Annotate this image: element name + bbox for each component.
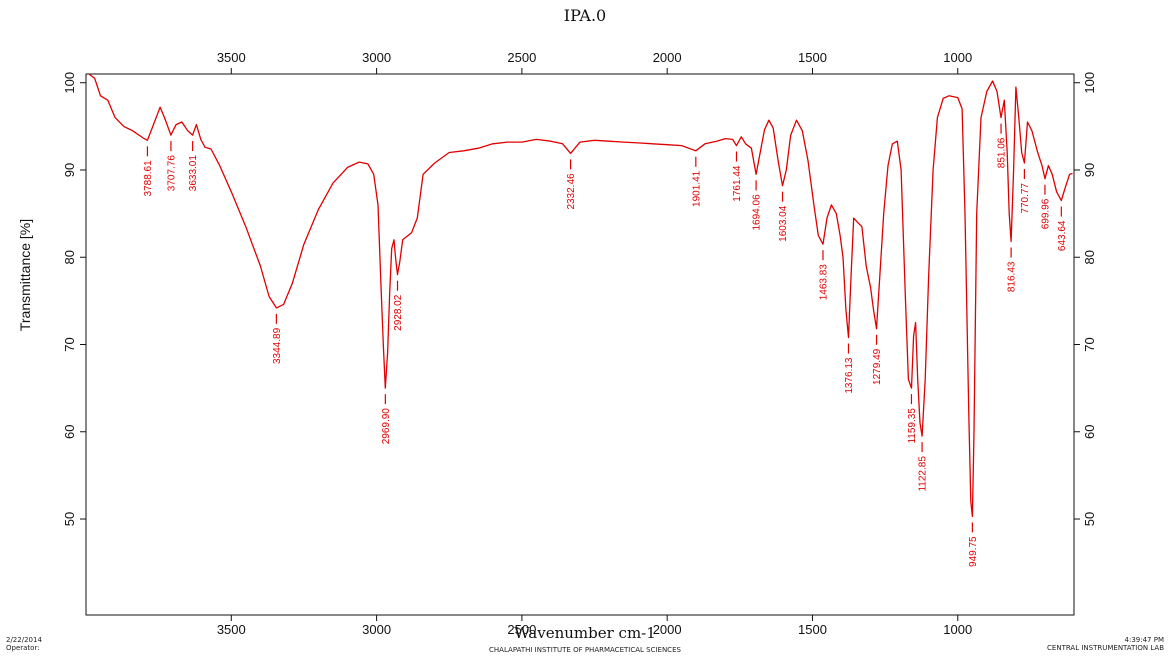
x-tick-label-bottom: 2000 bbox=[653, 622, 682, 637]
peak-label: 3344.89 bbox=[272, 327, 283, 364]
footer-operator: Operator: bbox=[6, 644, 40, 652]
peak-label: 1694.06 bbox=[752, 194, 763, 231]
peak-label: 1901.41 bbox=[691, 170, 702, 207]
y-tick-label-left: 90 bbox=[62, 163, 77, 177]
y-tick-label-right: 50 bbox=[1082, 512, 1097, 526]
peak-label: 3707.76 bbox=[166, 155, 177, 192]
y-tick-label-right: 60 bbox=[1082, 425, 1097, 439]
peak-label: 1463.83 bbox=[818, 264, 829, 301]
peak-label: 3633.01 bbox=[188, 155, 199, 192]
peak-label: 770.77 bbox=[1020, 183, 1031, 214]
peak-label: 851.06 bbox=[997, 137, 1008, 168]
x-tick-label-top: 3000 bbox=[362, 50, 391, 65]
y-tick-label-right: 80 bbox=[1082, 250, 1097, 264]
peak-label: 1761.44 bbox=[732, 165, 743, 202]
spectrum-line bbox=[88, 73, 1073, 518]
peak-label: 699.96 bbox=[1040, 198, 1051, 229]
x-tick-label-top: 3500 bbox=[217, 50, 246, 65]
x-tick-label-top: 2500 bbox=[507, 50, 536, 65]
peak-label: 2969.90 bbox=[381, 408, 392, 445]
y-tick-label-right: 70 bbox=[1082, 337, 1097, 351]
peak-label: 2332.46 bbox=[566, 173, 577, 210]
footer-lab: CENTRAL INSTRUMENTATION LAB bbox=[1047, 644, 1164, 652]
y-tick-label-left: 100 bbox=[62, 72, 77, 94]
peak-label: 1603.04 bbox=[778, 205, 789, 242]
peak-label: 2928.02 bbox=[393, 294, 404, 331]
x-tick-label-top: 1500 bbox=[798, 50, 827, 65]
y-tick-label-left: 60 bbox=[62, 425, 77, 439]
y-tick-label-left: 80 bbox=[62, 250, 77, 264]
x-tick-label-bottom: 3500 bbox=[217, 622, 246, 637]
peak-label: 949.75 bbox=[968, 536, 979, 567]
y-tick-label-right: 90 bbox=[1082, 163, 1097, 177]
chart-title: IPA.0 bbox=[563, 6, 607, 25]
y-tick-label-left: 70 bbox=[62, 337, 77, 351]
x-tick-label-bottom: 2500 bbox=[507, 622, 536, 637]
x-tick-label-bottom: 1500 bbox=[798, 622, 827, 637]
x-tick-label-top: 1000 bbox=[943, 50, 972, 65]
x-tick-label-bottom: 3000 bbox=[362, 622, 391, 637]
peak-label: 816.43 bbox=[1007, 261, 1018, 292]
footer-date: 2/22/2014 bbox=[6, 636, 42, 644]
footer-right: 4:39:47 PM CENTRAL INSTRUMENTATION LAB bbox=[1047, 636, 1164, 652]
y-tick-label-right: 100 bbox=[1082, 72, 1097, 94]
x-tick-label-top: 2000 bbox=[653, 50, 682, 65]
y-tick-label-left: 50 bbox=[62, 512, 77, 526]
peak-label: 1376.13 bbox=[844, 357, 855, 394]
peak-label: 1122.85 bbox=[918, 456, 929, 492]
peak-label: 3788.61 bbox=[143, 160, 154, 197]
footer-institute: CHALAPATHI INSTITUTE OF PHARMACETICAL SC… bbox=[489, 646, 681, 654]
x-tick-label-bottom: 1000 bbox=[943, 622, 972, 637]
peak-label: 1159.35 bbox=[907, 408, 918, 444]
footer-left: 2/22/2014 Operator: bbox=[6, 636, 42, 652]
peak-label: 643.64 bbox=[1057, 220, 1068, 251]
x-axis-label: Wavenumber cm-1 bbox=[514, 624, 656, 642]
peak-label: 1279.49 bbox=[872, 348, 883, 385]
footer-time: 4:39:47 PM bbox=[1124, 636, 1164, 644]
